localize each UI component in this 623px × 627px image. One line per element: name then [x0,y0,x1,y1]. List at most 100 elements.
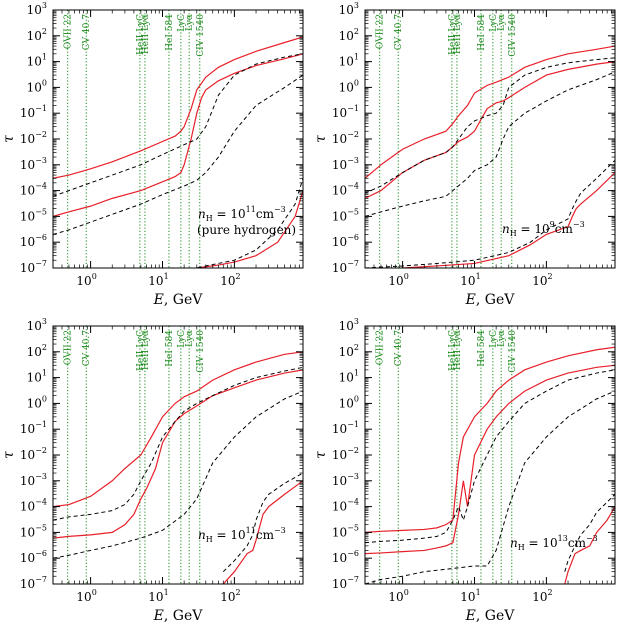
spectral-line-label: LyC [177,330,187,348]
y-tick-label: 10−4 [20,498,47,514]
x-tick-label: 101 [148,272,168,288]
series-line-dashed [365,159,615,268]
series-line-dashed [365,57,615,194]
spectral-line-label: OVII 22 [376,14,386,49]
series-line-solid [365,364,615,555]
y-tick-label: 10−1 [20,420,47,436]
y-tick-label: 10−3 [332,156,359,172]
series-line-dashed [53,366,303,521]
y-tick-label: 103 [27,1,47,17]
x-tick-label: 101 [460,272,480,288]
y-tick-label: 103 [339,317,359,333]
spectral-line-label: HeII LyC [136,330,146,371]
y-tick-label: 100 [27,78,47,94]
series-line-dashed [365,369,615,544]
spectral-line-label: LyC [177,14,187,32]
y-tick-label: 100 [339,394,359,410]
x-tick-label: 102 [532,588,552,604]
spectral-line-label: HeI 584 [477,330,487,367]
x-tick-label: 100 [76,272,96,288]
x-axis-title: E, GeV [153,608,204,624]
y-tick-label: 10−7 [20,575,47,591]
spectral-line-label: HeI 584 [477,14,487,51]
series-line-solid [53,351,303,508]
spectral-line-label: LyC [489,14,499,32]
spectral-line-label: HeI 584 [165,14,175,51]
density-annotation: nH = 1013cm−3 [510,534,598,552]
y-tick-label: 10−6 [332,233,359,249]
spectral-line-label: CIV 1540 [508,330,518,373]
x-tick-label: 102 [220,272,240,288]
y-tick-label: 10−2 [20,130,47,146]
y-axis-title: τ [1,451,17,459]
y-tick-label: 101 [27,369,47,385]
x-tick-label: 100 [76,588,96,604]
x-axis-title: E, GeV [465,608,516,624]
y-tick-label: 10−5 [20,207,47,223]
y-tick-label: 100 [339,78,359,94]
y-tick-label: 10−3 [20,472,47,488]
y-tick-label: 10−4 [332,498,359,514]
x-axis-title: E, GeV [153,292,204,308]
spectral-line-label: HeII LyC [136,14,146,55]
y-tick-label: 10−1 [332,420,359,436]
spectral-line-label: HeII Lyα [141,14,151,54]
spectral-line-label: CIV 1540 [196,330,206,373]
y-tick-label: 10−5 [332,523,359,539]
spectral-line-label: HeII Lyα [141,330,151,370]
series-line-dashed [53,390,303,559]
y-tick-label: 102 [27,27,47,43]
spectral-line-label: Lyα [497,14,507,31]
x-tick-label: 102 [532,272,552,288]
y-tick-label: 10−7 [332,259,359,275]
spectral-line-label: HeII Lyα [453,330,463,370]
y-tick-label: 102 [27,343,47,359]
spectral-line-label: Lyα [185,14,195,31]
spectral-line-label: OVII 22 [64,14,74,49]
y-tick-label: 102 [339,343,359,359]
spectral-line-label: CV 40.7 [394,14,404,51]
x-tick-label: 100 [388,588,408,604]
y-tick-label: 10−6 [20,233,47,249]
spectral-line-label: HeII Lyα [453,14,463,54]
spectral-line-label: HeII LyC [448,14,458,55]
y-tick-label: 10−6 [332,549,359,565]
y-tick-label: 10−2 [332,446,359,462]
density-annotation-note: (pure hydrogen) [197,223,296,237]
series-line-dashed [53,74,303,235]
spectral-line-label: CV 40.7 [82,14,92,51]
y-tick-label: 10−4 [20,182,47,198]
series-line-solid [53,369,303,539]
series-line-solid [222,480,303,584]
y-tick-label: 10−2 [20,446,47,462]
series-line-solid [365,45,615,179]
density-annotation: nH = 1011cm−3 [198,205,286,223]
x-tick-label: 102 [220,588,240,604]
y-axis-title: τ [1,135,17,143]
y-tick-label: 10−1 [332,104,359,120]
series-line-solid [564,506,615,584]
y-tick-label: 10−2 [332,130,359,146]
series-line-solid [365,346,615,533]
series-line-dashed [222,472,303,573]
y-tick-label: 101 [339,369,359,385]
series-line-dashed [53,53,303,197]
series-line-dashed [365,71,615,217]
density-annotation: nH = 1011cm−3 [198,526,286,544]
x-tick-label: 101 [148,588,168,604]
y-tick-label: 10−5 [20,523,47,539]
y-tick-label: 100 [27,394,47,410]
y-tick-label: 101 [27,53,47,69]
spectral-line-label: CV 40.7 [82,330,92,367]
series-line-solid [365,61,615,199]
spectral-line-label: OVII 22 [376,330,386,365]
y-tick-label: 10−3 [332,472,359,488]
y-axis-title: τ [313,135,329,143]
y-tick-label: 10−7 [332,575,359,591]
y-tick-label: 10−4 [332,182,359,198]
